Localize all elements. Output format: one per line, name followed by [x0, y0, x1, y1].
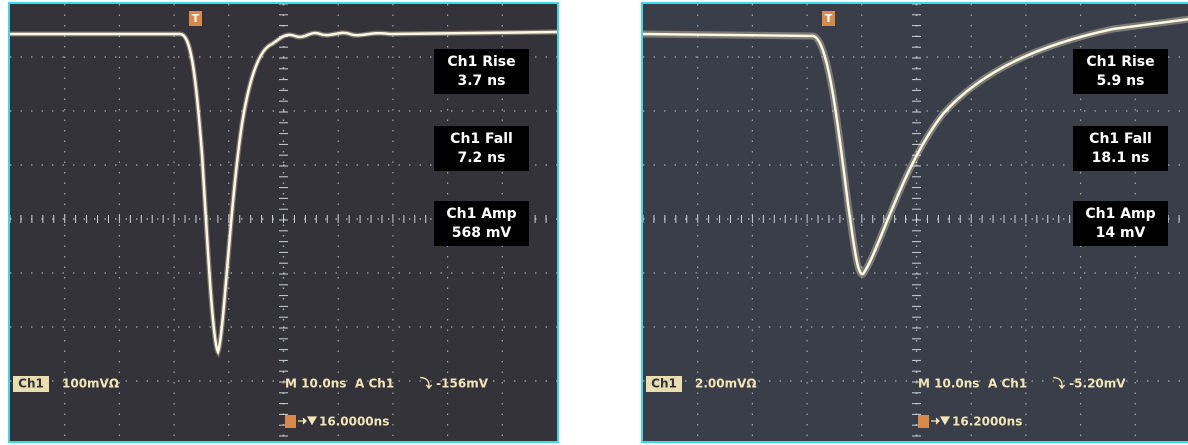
measurement-value: 5.9 ns — [1097, 73, 1145, 89]
trigger-marker-box — [822, 11, 835, 26]
measurement-value: 18.1 ns — [1092, 150, 1150, 166]
waveform — [642, 17, 1188, 276]
measurement-box — [434, 49, 529, 94]
measurement-box — [1073, 126, 1168, 171]
scope-panel: T Ch1 Rise 3.7 ns Ch1 Fall 7.2 ns Ch1 Amp 568 … — [8, 2, 559, 443]
measurement-value: 3.7 ns — [458, 73, 506, 89]
measurement-value: 7.2 ns — [458, 150, 506, 166]
trigger-marker: T — [825, 12, 833, 25]
measurement-box — [434, 126, 529, 171]
measurement-box — [434, 201, 529, 246]
position-arrow — [298, 416, 318, 426]
horizontal-position: 16.0000ns — [319, 415, 389, 429]
measurement-label: Ch1 Fall — [450, 131, 513, 147]
channel-label: Ch1 — [18, 377, 44, 391]
measurement-label: Ch1 Amp — [446, 206, 516, 222]
measurement-box — [1073, 201, 1168, 246]
trigger-marker: T — [192, 12, 200, 25]
trigger-level: ⤵ -5.20mV — [1053, 376, 1126, 391]
trigger-source: A Ch1 — [355, 377, 394, 391]
timebase: M 10.0ns — [918, 377, 979, 391]
measurement-label: Ch1 Rise — [447, 54, 515, 70]
measurement-label: Ch1 Rise — [1086, 54, 1154, 70]
waveform — [10, 30, 558, 355]
position-marker-box — [918, 415, 929, 428]
position-arrow — [931, 416, 951, 426]
scope-panel: T Ch1 Rise 5.9 ns Ch1 Fall 18.1 ns Ch1 Amp 14 … — [641, 2, 1188, 443]
measurement-box — [1073, 49, 1168, 94]
measurement-value: 568 mV — [452, 225, 512, 241]
measurement-label: Ch1 Amp — [1085, 206, 1155, 222]
vertical-scale: 100mVΩ — [62, 377, 119, 391]
measurement-label: Ch1 Fall — [1089, 131, 1152, 147]
scope-display: T Ch1 Rise 3.7 ns Ch1 Fall 7.2 ns Ch1 Amp 568 … — [9, 3, 558, 441]
channel-box — [13, 376, 49, 392]
timebase: M 10.0ns — [285, 377, 346, 391]
channel-box — [646, 376, 682, 392]
horizontal-position: 16.2000ns — [952, 415, 1022, 429]
scope-display: T Ch1 Rise 5.9 ns Ch1 Fall 18.1 ns Ch1 Amp 14 … — [642, 3, 1188, 441]
trigger-marker-box — [189, 11, 202, 26]
trigger-level: ⤵ -156mV — [420, 376, 489, 391]
channel-label: Ch1 — [651, 377, 677, 391]
trigger-source: A Ch1 — [988, 377, 1027, 391]
position-marker-box — [285, 415, 296, 428]
vertical-scale: 2.00mVΩ — [695, 377, 757, 391]
measurement-value: 14 mV — [1096, 225, 1146, 241]
